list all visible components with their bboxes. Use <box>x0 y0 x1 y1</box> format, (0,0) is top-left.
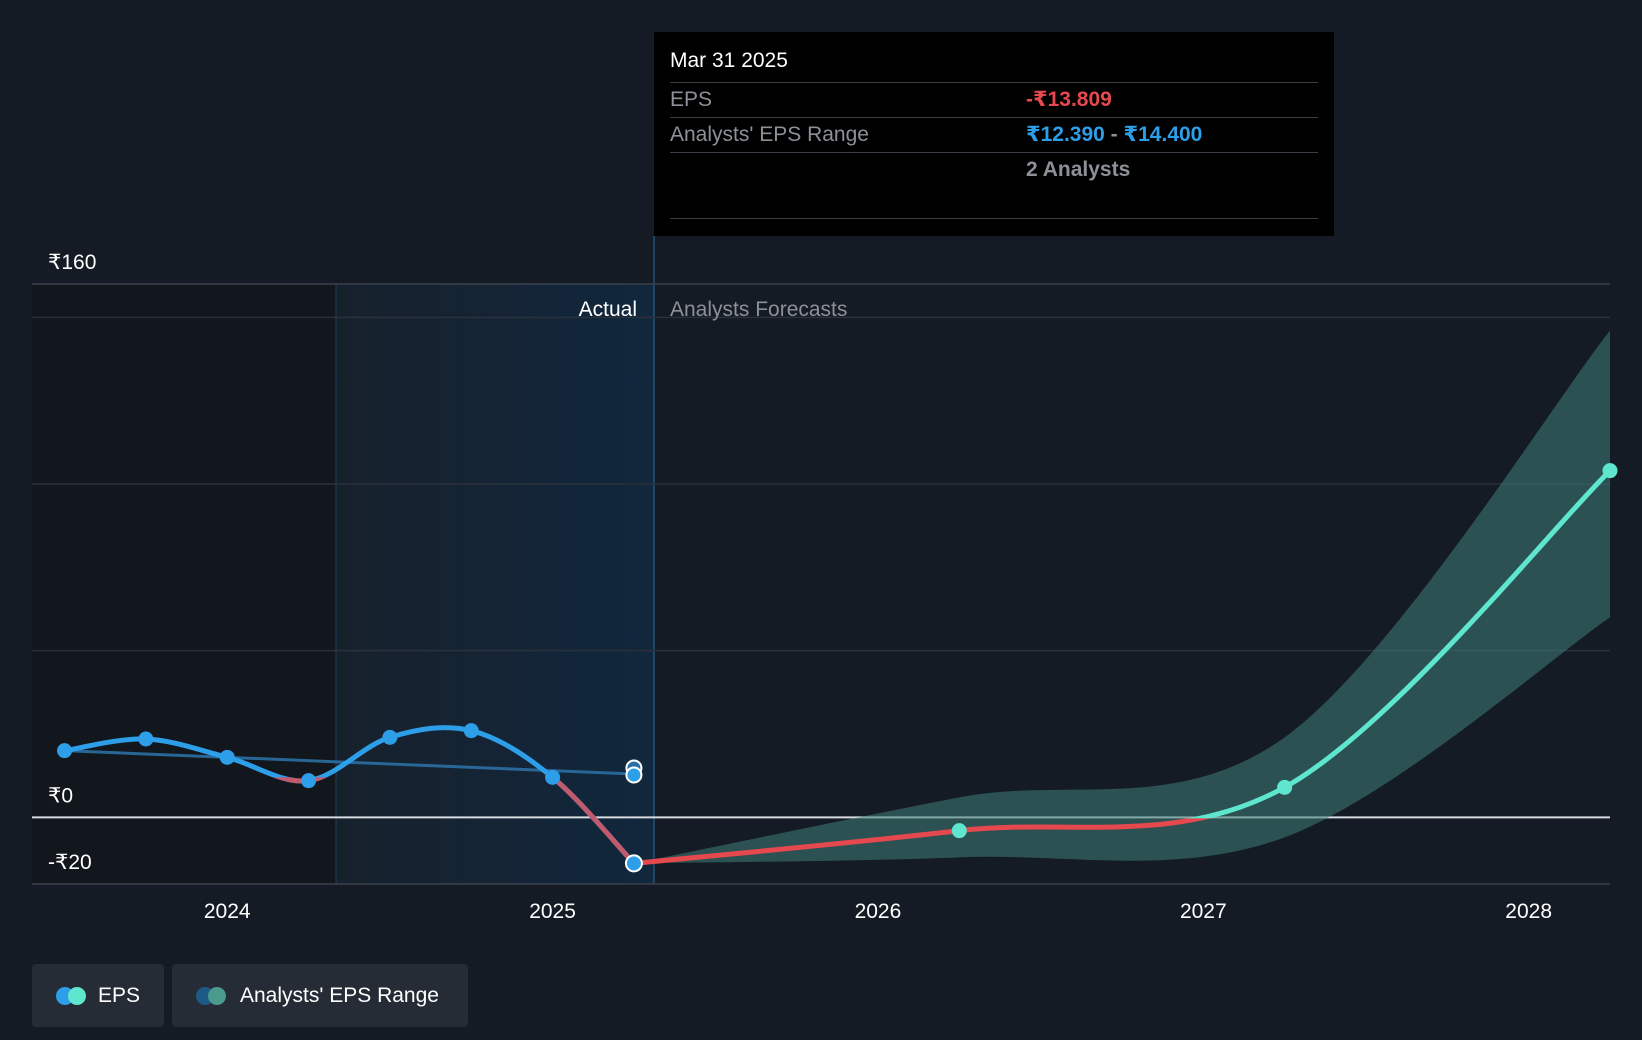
eps-forecast-line <box>1185 468 1612 819</box>
tooltip-range-high: ₹14.400 <box>1123 123 1203 146</box>
x-tick-label: 2028 <box>1505 900 1552 923</box>
legend-eps-range-label: Analysts' EPS Range <box>240 983 439 1007</box>
x-axis-ticks: 2024 2025 2026 2027 2028 <box>204 900 1552 923</box>
gridlines <box>32 283 1610 885</box>
y-tick-label: -₹20 <box>48 851 92 874</box>
y-tick-label: ₹0 <box>48 784 73 807</box>
tooltip-divider <box>670 218 1318 219</box>
tooltip-eps-label: EPS <box>670 88 713 111</box>
eps-forecast-point[interactable] <box>951 823 967 839</box>
actual-highlight-region <box>336 284 654 884</box>
eps-range-end-point[interactable] <box>625 766 643 784</box>
x-tick-label: 2025 <box>529 900 576 923</box>
tooltip: Mar 31 2025 EPS -₹13.809 Analysts' EPS R… <box>654 32 1334 236</box>
tooltip-range-label: Analysts' EPS Range <box>670 123 869 146</box>
y-axis-ticks: ₹160 ₹0 -₹20 <box>48 251 96 874</box>
legend-eps-label: EPS <box>97 983 140 1007</box>
x-tick-label: 2026 <box>855 900 902 923</box>
y-tick-label: ₹160 <box>48 251 96 274</box>
eps-actual-point[interactable] <box>301 773 317 789</box>
eps-forecast-point[interactable] <box>1602 463 1618 479</box>
tooltip-date: Mar 31 2025 <box>670 46 1318 83</box>
eps-points <box>57 463 1618 873</box>
eps-legend-icon <box>56 986 88 1005</box>
eps-actual-point[interactable] <box>219 749 235 765</box>
range-legend-icon <box>196 986 230 1005</box>
eps-range-band <box>633 330 1610 864</box>
range-legend-dot-forecast <box>208 986 226 1005</box>
tooltip-analysts-count: 2 Analysts <box>1026 158 1131 181</box>
eps-forecast-negative-line <box>633 818 1211 866</box>
tooltip-eps-row: EPS -₹13.809 <box>670 83 1318 118</box>
actual-past-shade <box>32 284 336 884</box>
eps-forecast-point[interactable] <box>1277 779 1293 795</box>
tooltip-range-separator: - <box>1104 123 1124 146</box>
tooltip-range-low: ₹12.390 <box>1026 123 1105 146</box>
tooltip-range-row: Analysts' EPS Range ₹12.390 - ₹14.400 <box>670 118 1318 153</box>
forecast-section-label: Analysts Forecasts <box>670 298 847 321</box>
eps-actual-point[interactable] <box>545 769 561 785</box>
tooltip-eps-value: -₹13.809 <box>1026 88 1112 111</box>
tooltip-analysts-spacer <box>670 153 1026 187</box>
eps-legend-dot-forecast <box>68 986 86 1005</box>
x-tick-label: 2024 <box>204 900 251 923</box>
tooltip-range-value: ₹12.390 - ₹14.400 <box>1026 118 1202 152</box>
legend-eps[interactable]: EPS <box>32 964 164 1027</box>
legend-eps-range[interactable]: Analysts' EPS Range <box>172 964 468 1027</box>
actual-section-label: Actual <box>579 298 637 321</box>
tooltip-analysts-row: 2 Analysts <box>670 153 1318 187</box>
range-band-area <box>633 330 1610 864</box>
eps-actual-point[interactable] <box>624 854 643 873</box>
eps-actual-point[interactable] <box>463 723 479 739</box>
x-tick-label: 2027 <box>1180 900 1227 923</box>
eps-actual-point[interactable] <box>57 743 73 759</box>
eps-actual-point[interactable] <box>138 731 154 747</box>
eps-actual-point[interactable] <box>382 729 398 745</box>
